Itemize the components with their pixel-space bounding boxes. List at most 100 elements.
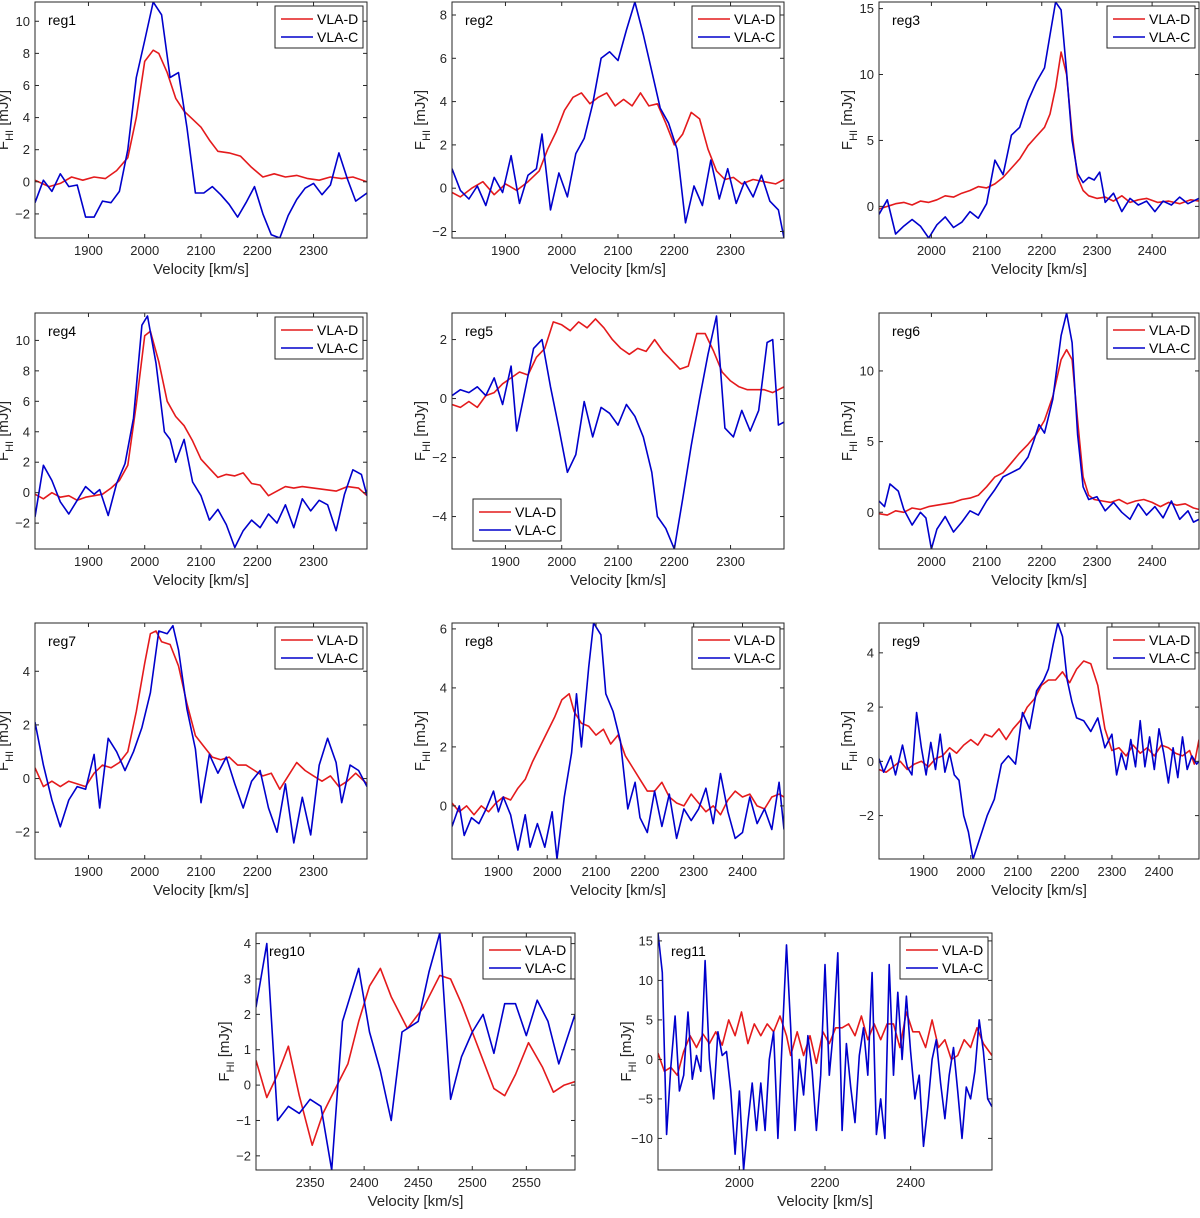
legend-entry: VLA-D <box>1149 322 1190 338</box>
panel-reg6: 2000 2100 2200 2300 2400 0 5 10 Velocity [km/s] F… <box>839 312 1200 589</box>
x-tick-label: 2200 <box>1027 554 1056 569</box>
x-tick-label: 2100 <box>972 554 1001 569</box>
series-line-vla-c <box>256 933 575 1170</box>
y-tick-label: −1 <box>236 1113 251 1128</box>
panel-reg5: 1900 2000 2100 2200 2300 −4 −2 0 2 Velocity [km/s… <box>412 312 785 589</box>
x-tick-label: 2300 <box>299 554 328 569</box>
y-tick-label: 4 <box>440 680 447 695</box>
x-tick-label: 2300 <box>299 243 328 258</box>
legend-entry: VLA-D <box>942 942 983 958</box>
y-axis-title: FHI [mJy] <box>412 90 433 150</box>
legend-box <box>691 626 781 670</box>
y-axis-title: FHI [mJy] <box>216 1021 237 1081</box>
legend-box <box>1106 316 1196 360</box>
y-tick-label: 2 <box>440 137 447 152</box>
legend-box <box>1106 626 1196 670</box>
legend: VLA-D VLA-C <box>691 626 781 670</box>
x-tick-label: 2350 <box>296 1175 325 1190</box>
legend-box <box>691 5 781 49</box>
legend-entry: VLA-D <box>734 632 775 648</box>
legend-entry: VLA-C <box>1149 29 1190 45</box>
plot-frame <box>878 312 1200 550</box>
series-line-vla-d <box>256 967 575 1146</box>
panel-label: reg2 <box>465 12 493 28</box>
legend-box <box>899 936 989 980</box>
series-line-vla-d <box>35 49 367 188</box>
x-tick-label: 2450 <box>404 1175 433 1190</box>
x-axis-title: Velocity [km/s] <box>570 572 666 589</box>
legend: VLA-D VLA-C <box>472 498 562 542</box>
y-tick-label: 10 <box>16 333 30 348</box>
y-tick-label: 2 <box>440 332 447 347</box>
y-tick-label: 2 <box>23 717 30 732</box>
legend: VLA-D VLA-C <box>274 626 364 670</box>
legend-box <box>472 498 562 542</box>
y-tick-label: 2 <box>244 1007 251 1022</box>
series-line-vla-d <box>879 660 1199 773</box>
plot-frame <box>878 1 1200 239</box>
x-tick-label: 2200 <box>660 243 689 258</box>
series-line-vla-c <box>452 315 784 549</box>
legend-entry: VLA-C <box>317 340 358 356</box>
x-tick-label: 2400 <box>1138 554 1167 569</box>
x-tick-label: 2200 <box>243 864 272 879</box>
x-tick-label: 2550 <box>512 1175 541 1190</box>
y-tick-label: 2 <box>23 455 30 470</box>
x-axis-title: Velocity [km/s] <box>570 261 666 278</box>
panel-label: reg10 <box>269 943 305 959</box>
y-tick-label: 0 <box>23 771 30 786</box>
legend-entry: VLA-D <box>1149 11 1190 27</box>
y-tick-label: 2 <box>440 739 447 754</box>
y-tick-label: 0 <box>440 391 447 406</box>
y-axis-title: FHI [mJy] <box>839 711 860 771</box>
x-tick-label: 2400 <box>728 864 757 879</box>
plot-frame <box>878 622 1200 860</box>
x-tick-label: 2200 <box>1050 864 1079 879</box>
x-axis-title: Velocity [km/s] <box>991 882 1087 899</box>
y-tick-label: 8 <box>440 7 447 22</box>
legend-box <box>482 936 572 980</box>
legend: VLA-D VLA-C <box>691 5 781 49</box>
legend-box <box>274 5 364 49</box>
panel-label: reg1 <box>48 12 76 28</box>
y-axis-title: FHI [mJy] <box>412 711 433 771</box>
y-tick-label: 0 <box>867 199 874 214</box>
legend-box <box>274 316 364 360</box>
x-tick-label: 2200 <box>1027 243 1056 258</box>
y-tick-label: 4 <box>244 936 251 951</box>
legend-entry: VLA-C <box>942 960 983 976</box>
y-tick-label: 8 <box>23 46 30 61</box>
y-tick-label: 8 <box>23 363 30 378</box>
x-tick-label: 2200 <box>660 554 689 569</box>
panel-reg3: 2000 2100 2200 2300 2400 0 5 10 15 Velocity [km/s… <box>839 1 1200 278</box>
panel-reg9: 1900 2000 2100 2200 2300 2400 −2 0 2 4 Velocity [k… <box>839 622 1200 899</box>
panel-label: reg9 <box>892 633 920 649</box>
series-line-vla-d <box>879 348 1199 516</box>
panel-label: reg6 <box>892 323 920 339</box>
y-tick-label: 15 <box>639 933 653 948</box>
legend: VLA-D VLA-C <box>1106 316 1196 360</box>
x-tick-label: 2000 <box>130 554 159 569</box>
series-line-vla-c <box>35 315 367 549</box>
plot-frame <box>451 622 785 860</box>
x-tick-label: 2400 <box>896 1175 925 1190</box>
y-tick-label: 0 <box>646 1052 653 1067</box>
legend-entry: VLA-D <box>317 322 358 338</box>
y-tick-label: 15 <box>860 1 874 16</box>
legend-entry: VLA-D <box>317 11 358 27</box>
x-tick-label: 2200 <box>630 864 659 879</box>
panel-reg4: 1900 2000 2100 2200 2300 −2 0 2 4 6 8 10 Velocity [k… <box>0 312 368 589</box>
y-tick-label: −2 <box>15 516 30 531</box>
series-line-vla-c <box>879 313 1199 549</box>
legend-entry: VLA-C <box>525 960 566 976</box>
legend-entry: VLA-D <box>317 632 358 648</box>
y-tick-label: 2 <box>23 142 30 157</box>
panel-label: reg11 <box>671 943 706 959</box>
x-axis-title: Velocity [km/s] <box>991 572 1087 589</box>
y-tick-label: 2 <box>867 700 874 715</box>
y-tick-label: 6 <box>440 621 447 636</box>
x-tick-label: 2300 <box>679 864 708 879</box>
x-axis-title: Velocity [km/s] <box>368 1193 464 1210</box>
series-line-vla-d <box>452 693 784 816</box>
